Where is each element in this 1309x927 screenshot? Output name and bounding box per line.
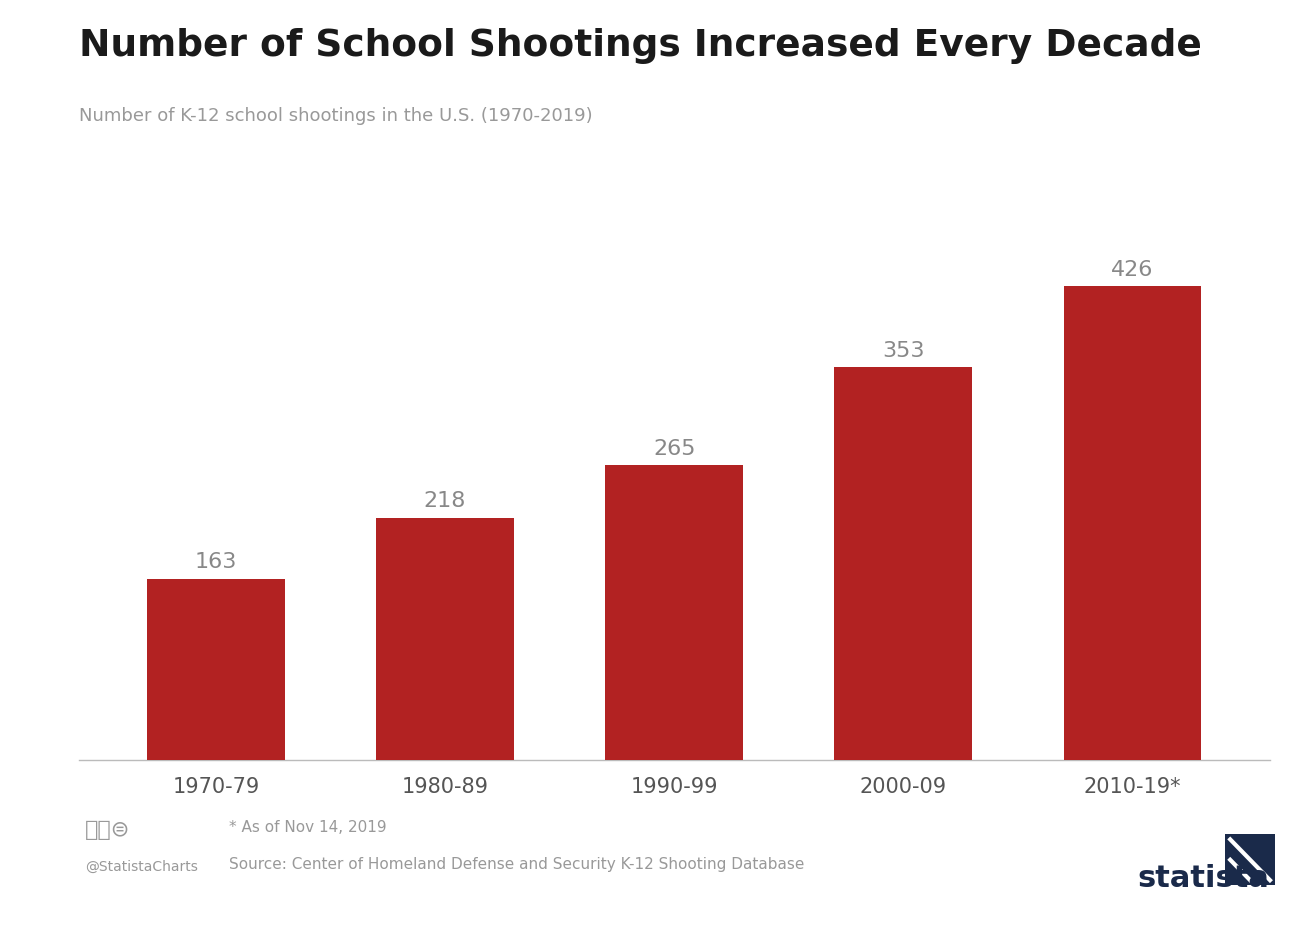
Bar [377,517,513,760]
Bar [147,578,284,760]
Text: 163: 163 [195,552,237,572]
Text: 265: 265 [653,438,695,459]
Text: @StatistaCharts: @StatistaCharts [85,860,198,874]
Bar [606,465,744,760]
Text: statista: statista [1138,864,1270,893]
Bar [835,367,973,760]
Bar [1064,286,1202,760]
Text: 353: 353 [882,341,924,361]
Text: 218: 218 [424,491,466,511]
Text: ⒸⒾ⊜: ⒸⒾ⊜ [85,820,131,841]
Text: Source: Center of Homeland Defense and Security K-12 Shooting Database: Source: Center of Homeland Defense and S… [229,857,805,872]
Text: * As of Nov 14, 2019: * As of Nov 14, 2019 [229,820,386,835]
Text: 426: 426 [1111,260,1153,280]
Text: Number of K-12 school shootings in the U.S. (1970-2019): Number of K-12 school shootings in the U… [79,107,592,124]
Text: Number of School Shootings Increased Every Decade: Number of School Shootings Increased Eve… [79,28,1202,64]
